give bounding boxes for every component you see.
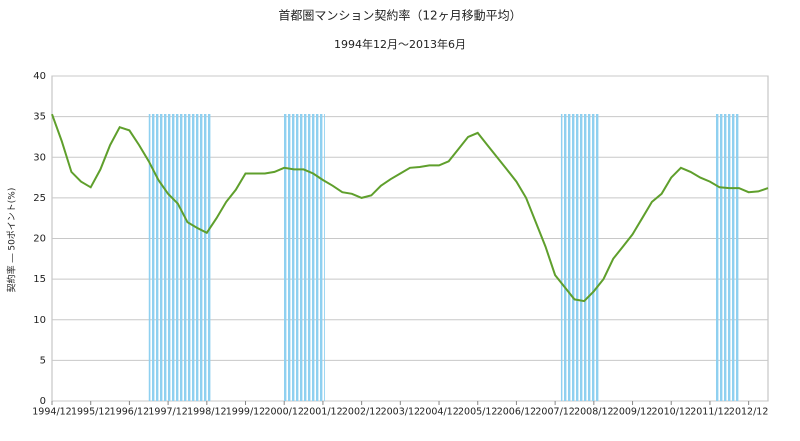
x-tick-label: 2003/12 xyxy=(381,407,420,418)
x-tick-label: 1999/12 xyxy=(226,407,265,418)
chart-subtitle: 1994年12月～2013年6月 xyxy=(334,37,466,51)
x-tick-label: 2000/12 xyxy=(264,407,303,418)
x-tick-label: 1998/12 xyxy=(187,407,226,418)
x-tick-label: 1997/12 xyxy=(148,407,187,418)
y-tick-label: 5 xyxy=(40,355,46,366)
x-tick-label: 1995/12 xyxy=(71,407,110,418)
chart-title: 首都圏マンション契約率（12ヶ月移動平均） xyxy=(278,8,521,23)
x-tick-label: 2004/12 xyxy=(419,407,458,418)
data-line xyxy=(51,113,769,303)
y-tick-label: 25 xyxy=(33,193,46,204)
x-tick-label: 2009/12 xyxy=(613,407,652,418)
x-tick-label: 2012/12 xyxy=(729,407,768,418)
x-tick-label: 2011/12 xyxy=(690,407,729,418)
shaded-period xyxy=(560,114,600,401)
y-tick-label: 35 xyxy=(33,112,46,123)
shaded-period xyxy=(148,114,211,401)
shaded-period xyxy=(715,114,739,401)
x-tick-label: 2008/12 xyxy=(574,407,613,418)
x-tick-label: 2007/12 xyxy=(535,407,574,418)
y-tick-label: 40 xyxy=(33,71,46,82)
y-axis-label: 契約率 ― 50ポイント(%) xyxy=(6,188,18,293)
y-tick-label: 0 xyxy=(40,396,46,407)
x-tick-label: 2006/12 xyxy=(497,407,536,418)
y-tick-label: 20 xyxy=(33,234,46,245)
y-tick-label: 15 xyxy=(33,274,46,285)
x-tick-label: 2002/12 xyxy=(342,407,381,418)
x-tick-label: 2001/12 xyxy=(303,407,342,418)
y-tick-label: 30 xyxy=(33,152,46,163)
x-tick-label: 2010/12 xyxy=(652,407,691,418)
y-tick-label: 10 xyxy=(33,315,46,326)
x-tick-label: 1996/12 xyxy=(110,407,149,418)
x-tick-label: 1994/12 xyxy=(32,407,71,418)
shaded-period xyxy=(283,114,325,401)
x-tick-label: 2005/12 xyxy=(458,407,497,418)
